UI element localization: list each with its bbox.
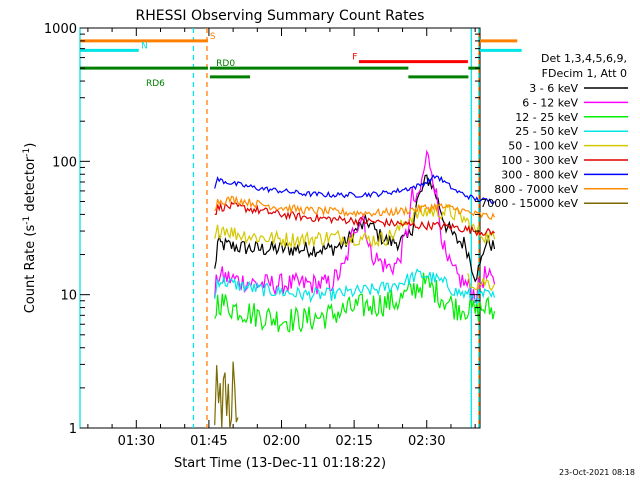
x-tick-label-02:00: 02:00 — [263, 434, 300, 449]
legend-label-6: 100 - 300 keV — [501, 154, 578, 167]
series-line-1 — [214, 174, 496, 283]
legend-label-8: 800 - 7000 keV — [494, 183, 578, 196]
x-tick-label-01:30: 01:30 — [118, 434, 155, 449]
x-axis-ticks: 01:30 01:45 02:00 02:15 02:30 — [87, 28, 476, 449]
series-line-2 — [214, 149, 496, 304]
legend-label-4: 25 - 50 keV — [515, 125, 578, 138]
legend-label-9: 7000 - 15000 keV — [480, 197, 578, 210]
series-line-6 — [214, 201, 495, 237]
y-axis-label-sup2: -1 — [22, 148, 32, 157]
y-axis-label-sup1: -1 — [22, 216, 32, 225]
plot-frame — [79, 27, 481, 429]
series-group — [214, 149, 496, 429]
series-line-4 — [214, 268, 496, 306]
flag-f-label: F — [352, 53, 357, 63]
x-tick-label-02:15: 02:15 — [335, 434, 372, 449]
y-axis-label: Count Rate (s-1 detector-1) — [22, 143, 38, 314]
chart-title: RHESSI Observing Summary Count Rates — [136, 8, 425, 24]
y-tick-label-100: 100 — [52, 155, 77, 170]
legend: Det 1,3,4,5,6,9, FDecim 1, Att 0 3 - 6 k… — [480, 52, 628, 210]
legend-header-2: FDecim 1, Att 0 — [542, 67, 627, 80]
x-axis-label: Start Time (13-Dec-11 01:18:22) — [174, 456, 386, 471]
flag-n-label: N — [141, 41, 148, 51]
footer-date: 23-Oct-2021 08:18 — [559, 468, 635, 477]
legend-label-3: 12 - 25 keV — [515, 111, 578, 124]
y-axis-label-part: Count Rate (s — [23, 225, 38, 314]
x-tick-label-01:45: 01:45 — [190, 434, 227, 449]
series-line-5-part-1 — [214, 202, 496, 249]
flag-rd6-label: RD6 — [146, 79, 165, 89]
legend-label-1: 3 - 6 keV — [529, 82, 578, 95]
series-line-9 — [214, 361, 239, 429]
flag-s-label: S — [210, 32, 216, 42]
series-line-5-part-2 — [467, 273, 496, 292]
x-tick-label-02:30: 02:30 — [408, 434, 445, 449]
legend-header-1: Det 1,3,4,5,6,9, — [541, 52, 627, 65]
flag-bars: S N F RD0 RD6 — [80, 32, 522, 89]
y-axis-ticks: 1 10 100 1000 — [44, 22, 480, 437]
series-line-3 — [214, 272, 496, 333]
y-axis-label-end: ) — [23, 143, 38, 148]
flag-rd0-label: RD0 — [216, 59, 235, 69]
y-tick-label-1000: 1000 — [44, 22, 77, 37]
legend-label-5: 50 - 100 keV — [508, 140, 578, 153]
legend-label-7: 300 - 800 keV — [501, 168, 578, 181]
series-line-7 — [214, 174, 495, 205]
y-tick-label-10: 10 — [60, 289, 77, 304]
series-line-8 — [214, 195, 496, 220]
y-tick-label-1: 1 — [69, 422, 77, 437]
legend-label-2: 6 - 12 keV — [522, 96, 578, 109]
y-axis-label-mid: detector — [23, 156, 38, 216]
